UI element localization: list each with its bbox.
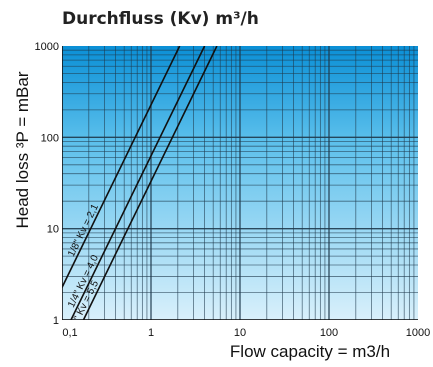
y-tick-label: 1000 <box>35 41 59 53</box>
series-line <box>70 46 206 320</box>
x-tick-label: 10 <box>234 327 246 339</box>
series-line <box>62 46 181 288</box>
y-tick-label: 100 <box>41 132 59 144</box>
x-tick-label: 100 <box>320 327 338 339</box>
y-axis-label: Head loss ³P = mBar <box>13 71 32 228</box>
grid <box>62 46 418 320</box>
x-tick-label: 1000 <box>406 327 430 339</box>
chart-title: Durchfluss (Kv) m³/h <box>62 9 259 29</box>
series-line <box>82 46 218 320</box>
x-tick-label: 0,1 <box>62 327 77 339</box>
x-axis-label: Flow capacity = m3/h <box>230 342 390 361</box>
x-tick-label: 1 <box>148 327 154 339</box>
y-tick-label: 1 <box>53 315 59 327</box>
y-tick-label: 10 <box>47 224 59 236</box>
